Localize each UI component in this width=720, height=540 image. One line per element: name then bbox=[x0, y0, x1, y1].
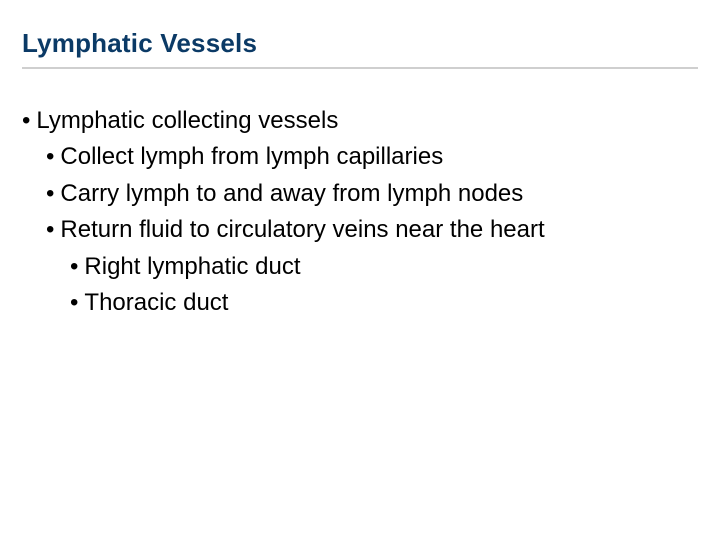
slide-title: Lymphatic Vessels bbox=[22, 28, 698, 59]
bullet-text: Right lymphatic duct bbox=[84, 251, 678, 283]
bullet-dot-icon: • bbox=[46, 141, 54, 173]
title-divider bbox=[22, 67, 698, 69]
bullet-level-2: • Right lymphatic duct bbox=[22, 251, 678, 283]
bullet-level-1: • Carry lymph to and away from lymph nod… bbox=[22, 178, 678, 210]
bullet-text: Lymphatic collecting vessels bbox=[36, 105, 678, 137]
bullet-text: Thoracic duct bbox=[84, 287, 678, 319]
slide-body: • Lymphatic collecting vessels • Collect… bbox=[22, 105, 698, 319]
bullet-dot-icon: • bbox=[70, 287, 78, 319]
bullet-text: Carry lymph to and away from lymph nodes bbox=[60, 178, 678, 210]
bullet-dot-icon: • bbox=[70, 251, 78, 283]
bullet-dot-icon: • bbox=[46, 178, 54, 210]
bullet-text: Return fluid to circulatory veins near t… bbox=[60, 214, 678, 246]
bullet-dot-icon: • bbox=[22, 105, 30, 137]
bullet-level-1: • Collect lymph from lymph capillaries bbox=[22, 141, 678, 173]
bullet-dot-icon: • bbox=[46, 214, 54, 246]
slide: Lymphatic Vessels • Lymphatic collecting… bbox=[0, 0, 720, 540]
bullet-level-2: • Thoracic duct bbox=[22, 287, 678, 319]
bullet-level-1: • Return fluid to circulatory veins near… bbox=[22, 214, 678, 246]
bullet-text: Collect lymph from lymph capillaries bbox=[60, 141, 678, 173]
bullet-level-0: • Lymphatic collecting vessels bbox=[22, 105, 678, 137]
